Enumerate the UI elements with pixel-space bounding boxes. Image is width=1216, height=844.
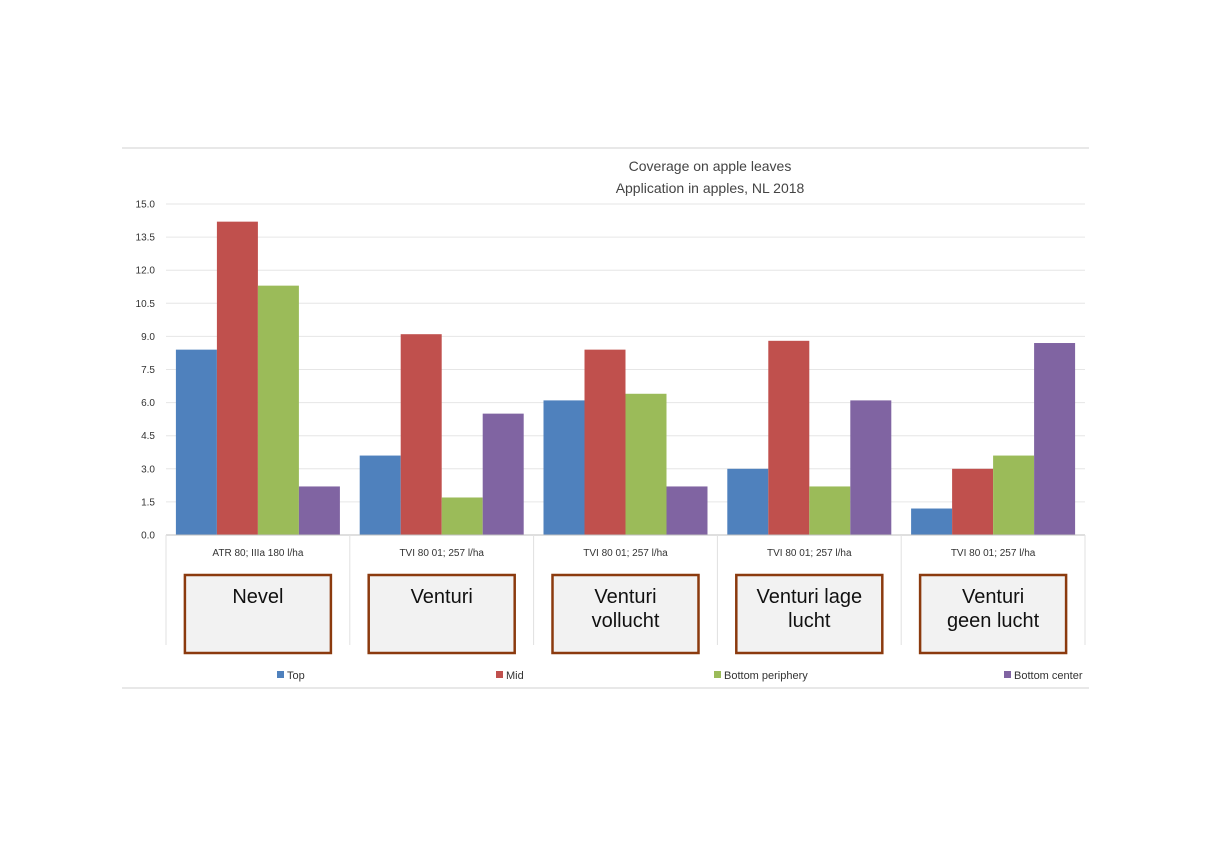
bar-top [543, 400, 585, 535]
x-category-label: TVI 80 01; 257 l/ha [399, 548, 484, 559]
category-labels: ATR 80; IIIa 180 l/ha TVI 80 01; 257 l/ha… [165, 535, 1086, 645]
bar-bottom-periphery [257, 285, 299, 535]
bars [175, 221, 1076, 536]
legend-swatch [496, 671, 503, 678]
category-box-text: vollucht [592, 610, 660, 632]
category-box-text: Venturi [411, 586, 473, 608]
bar-bottom-center [298, 486, 340, 535]
chart-title-line-2: Application in apples, NL 2018 [616, 180, 805, 196]
category-box-text: Venturi [594, 586, 656, 608]
legend-swatch [714, 671, 721, 678]
category-box-text: Venturi [962, 586, 1024, 608]
bar-top [727, 468, 769, 535]
y-tick-label: 13.5 [136, 233, 156, 244]
category-box [918, 573, 1068, 655]
y-tick-label: 15.0 [136, 200, 156, 211]
legend-swatch [1004, 671, 1011, 678]
y-tick-label: 10.5 [136, 299, 156, 310]
y-tick-label: 1.5 [141, 497, 155, 508]
category-box-text: lucht [788, 610, 831, 632]
chart-title-line-1: Coverage on apple leaves [629, 158, 792, 174]
legend-label: Mid [506, 670, 524, 682]
category-box [551, 573, 700, 655]
bar-mid [584, 349, 626, 535]
bar-top [359, 455, 401, 535]
x-category-label: TVI 80 01; 257 l/ha [767, 548, 852, 559]
bar-top [911, 508, 953, 535]
category-box-text: Venturi lage [756, 586, 862, 608]
x-category-label: ATR 80; IIIa 180 l/ha [212, 548, 303, 559]
y-tick-label: 6.0 [141, 398, 155, 409]
y-axis-ticks: 0.0 1.5 3.0 4.5 6.0 7.5 9.0 10.5 12.0 13.5 15.0 [136, 200, 156, 542]
bar-top [175, 349, 217, 535]
bar-bottom-center [482, 413, 524, 535]
bar-mid [768, 340, 810, 535]
bar-bottom-periphery [441, 497, 483, 535]
legend-label: Top [287, 670, 305, 682]
x-category-label: TVI 80 01; 257 l/ha [583, 548, 668, 559]
bar-mid [400, 334, 442, 535]
category-box-text: Nevel [232, 586, 283, 608]
y-tick-label: 9.0 [141, 332, 155, 343]
legend: Top Mid Bottom periphery Bottom center [277, 670, 1083, 682]
y-tick-label: 7.5 [141, 365, 155, 376]
legend-label: Bottom periphery [724, 670, 808, 682]
legend-label: Bottom center [1014, 670, 1083, 682]
category-box-text: geen lucht [947, 610, 1040, 632]
bar-bottom-center [666, 486, 708, 535]
y-tick-label: 4.5 [141, 431, 155, 442]
bar-mid [216, 221, 258, 536]
bar-bottom-periphery [993, 455, 1035, 535]
category-box [367, 573, 516, 655]
bar-bottom-center [1034, 343, 1076, 535]
legend-swatch [277, 671, 284, 678]
y-tick-label: 0.0 [141, 531, 155, 542]
category-box [735, 573, 884, 655]
bar-bottom-center [850, 400, 892, 535]
category-box [183, 573, 333, 655]
y-tick-label: 12.0 [136, 266, 156, 277]
bar-bottom-periphery [625, 393, 667, 535]
y-tick-label: 3.0 [141, 464, 155, 475]
bar-bottom-periphery [809, 486, 851, 535]
bar-mid [952, 468, 994, 535]
x-category-label: TVI 80 01; 257 l/ha [951, 548, 1036, 559]
